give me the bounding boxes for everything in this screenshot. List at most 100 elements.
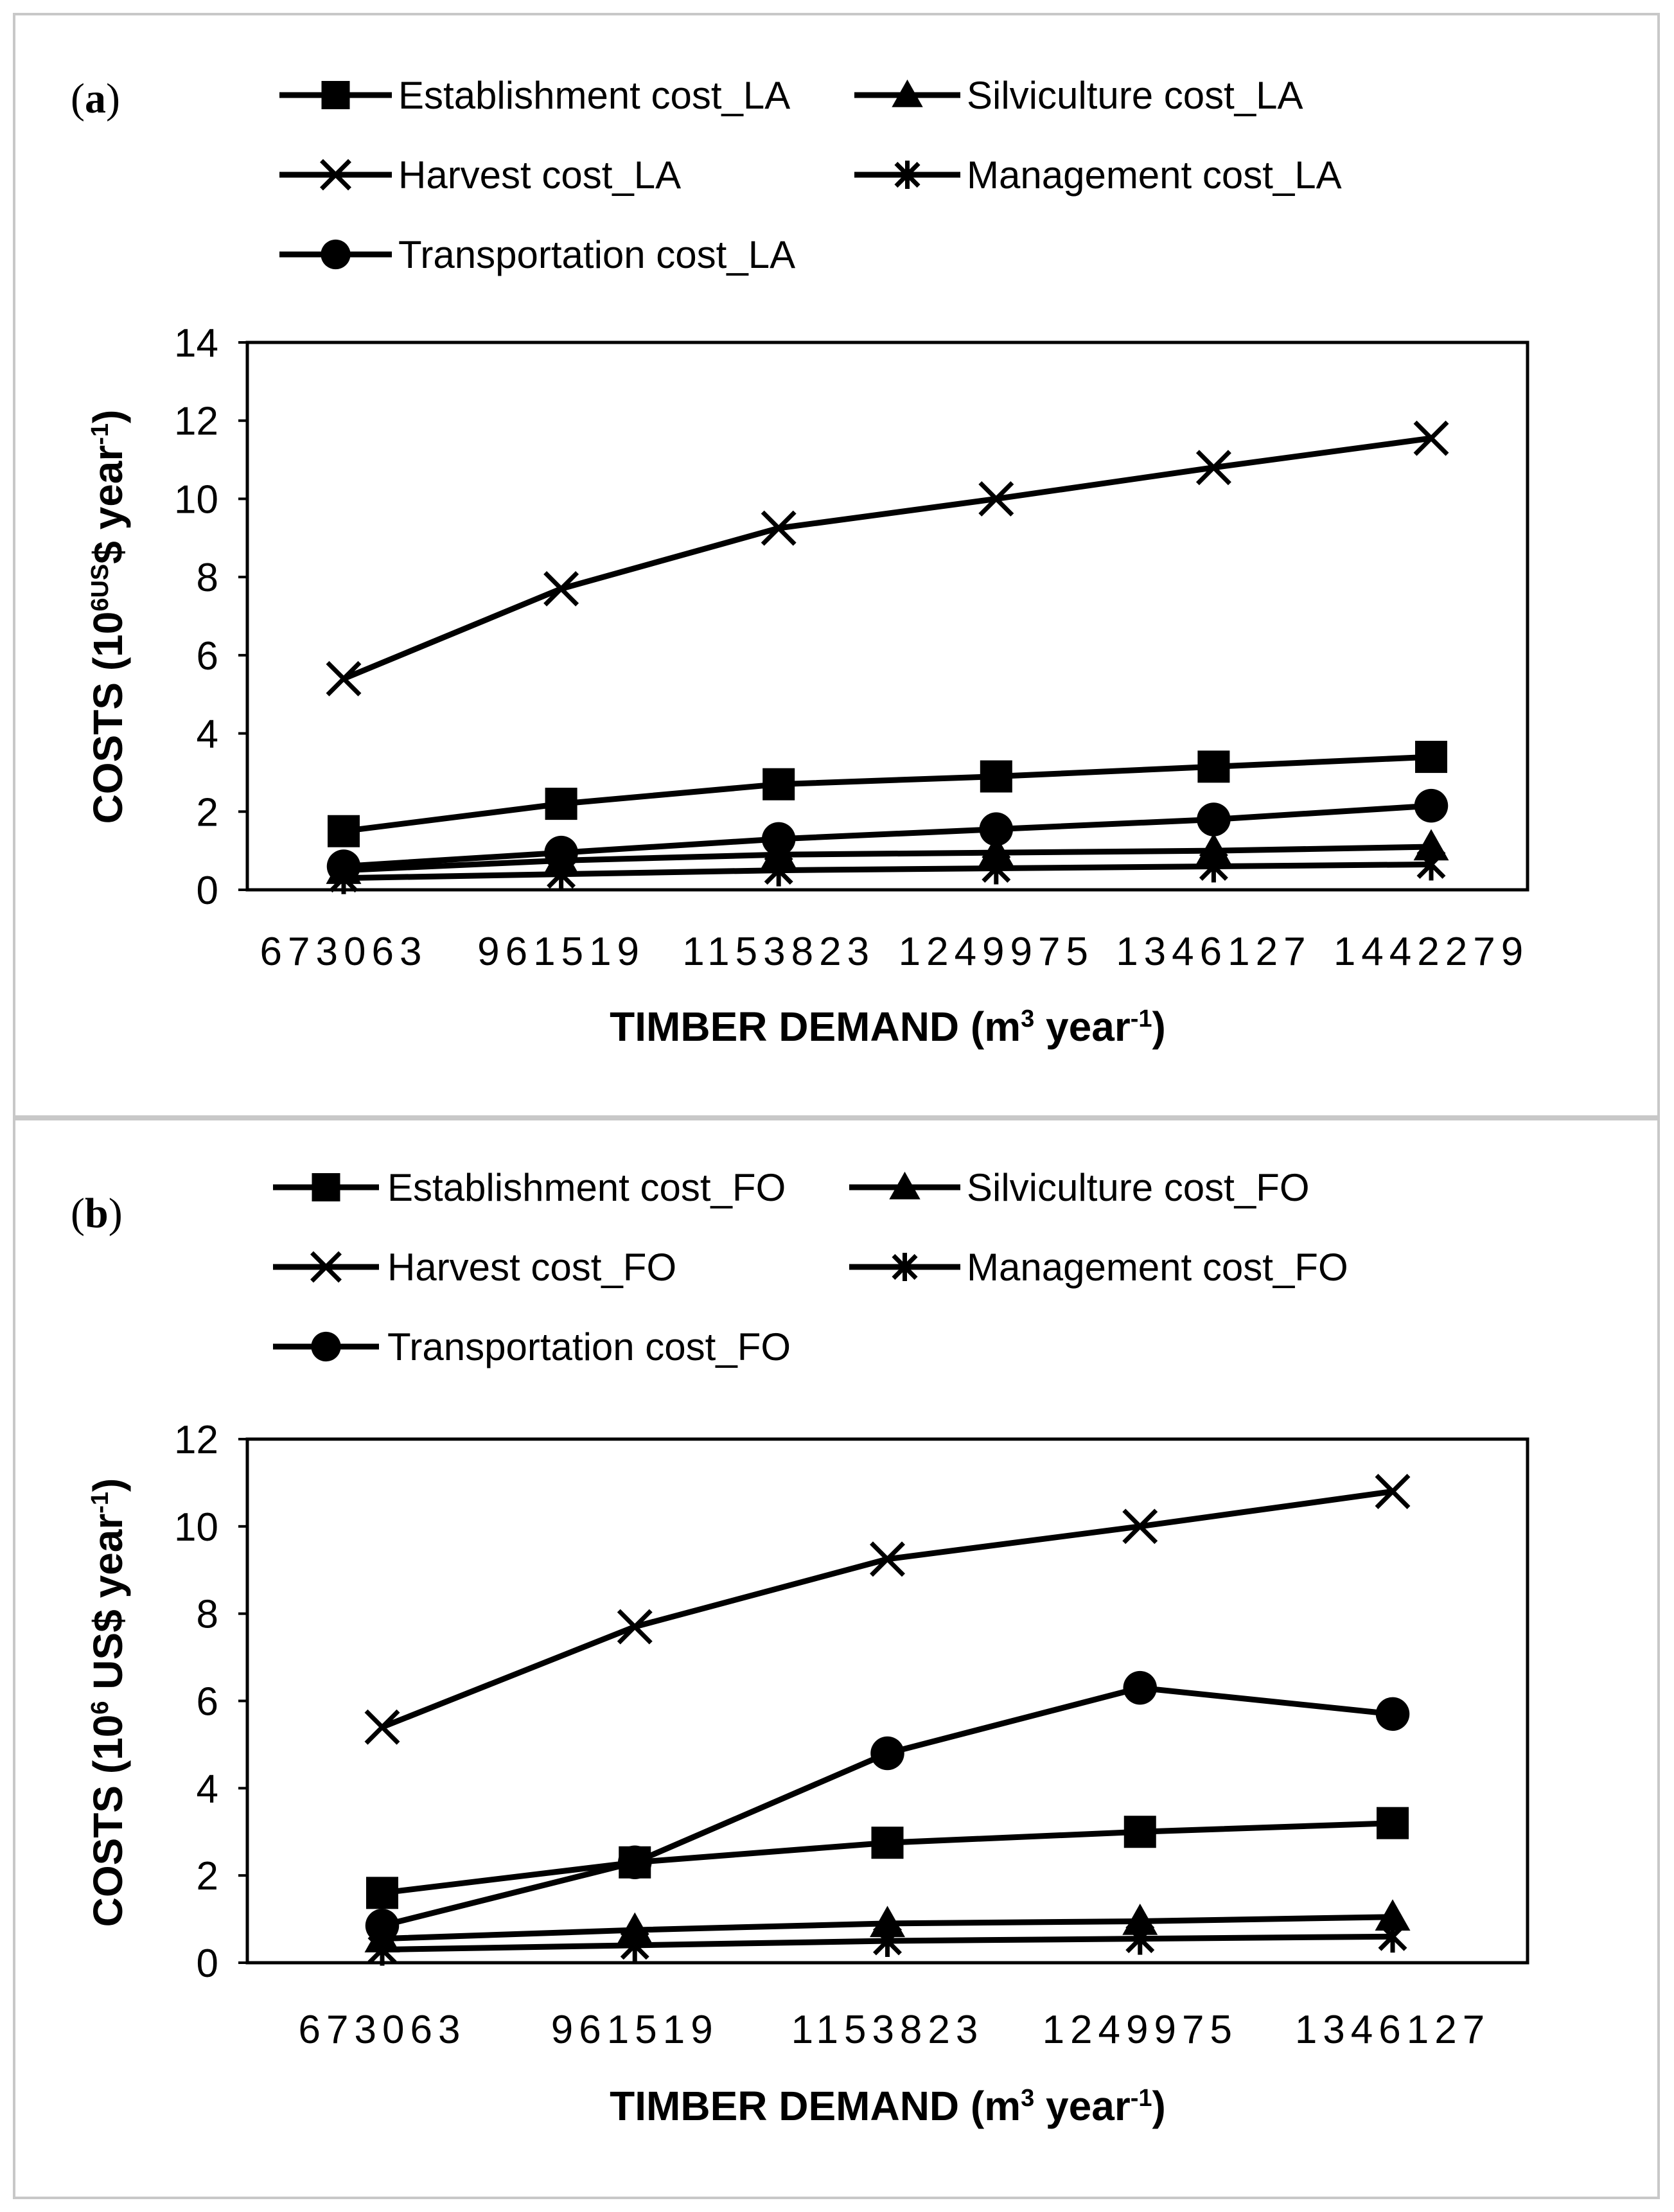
- y-tick-label: 2: [197, 1854, 218, 1898]
- data-point: [326, 660, 362, 696]
- series-line: [343, 802, 1432, 869]
- data-point: [982, 852, 1011, 885]
- y-tick-label: 12: [174, 1418, 218, 1462]
- panel-a: [13, 13, 1660, 1118]
- data-point: [980, 760, 1012, 793]
- data-point: [1122, 1509, 1158, 1544]
- data-point: [761, 822, 796, 856]
- y-tick-label: 12: [174, 400, 218, 444]
- panel-a-legend: Establishment cost_LA Silviculture cost_L…: [279, 74, 1342, 276]
- y-tick-label: 6: [197, 634, 218, 678]
- data-point: [1195, 450, 1231, 486]
- x-tick-label: 961519: [477, 930, 645, 974]
- series-transportation-cost-la: [326, 788, 1449, 883]
- legend-item: Establishment cost_LA: [279, 74, 790, 117]
- y-tick-label: 8: [197, 556, 218, 600]
- data-point: [1123, 1816, 1156, 1848]
- legend-circle-marker: [321, 239, 351, 270]
- data-point: [1375, 1697, 1410, 1731]
- x-tick-label: 1346127: [1295, 2008, 1490, 2052]
- data-point: [1125, 1922, 1155, 1955]
- data-point: [326, 849, 361, 883]
- data-point: [1416, 848, 1446, 881]
- legend-triangle-marker: [889, 1171, 921, 1199]
- data-point: [762, 768, 795, 801]
- x-tick-label: 1442279: [1334, 930, 1529, 974]
- panel-a-plot-area: [245, 341, 1529, 892]
- data-point: [873, 1925, 902, 1958]
- data-point: [761, 510, 797, 546]
- series-line: [342, 435, 1432, 682]
- data-point: [1197, 802, 1231, 836]
- series-line: [343, 754, 1432, 835]
- legend-label: Transportation cost_LA: [398, 233, 795, 276]
- x-tick-label: 1153823: [682, 930, 875, 974]
- data-point: [545, 788, 577, 820]
- legend-x-marker: [310, 1251, 342, 1283]
- data-point: [1377, 1807, 1409, 1839]
- data-point: [365, 1909, 400, 1943]
- data-point: [764, 854, 793, 887]
- data-point: [978, 481, 1014, 517]
- data-point: [1197, 750, 1230, 783]
- legend-label: Management cost_LA: [967, 154, 1342, 197]
- legend-label: Establishment cost_FO: [387, 1166, 786, 1209]
- data-point: [617, 1609, 653, 1645]
- legend-star-marker: [894, 161, 921, 189]
- y-tick-label: 10: [174, 1505, 218, 1550]
- legend-square-marker: [321, 81, 350, 109]
- y-tick-label: 6: [197, 1680, 218, 1724]
- legend-circle-marker: [311, 1331, 341, 1362]
- legend-triangle-marker: [892, 79, 923, 107]
- panel-b: [13, 1118, 1660, 2199]
- legend-item: Transportation cost_FO: [273, 1325, 791, 1368]
- y-tick-label: 2: [197, 790, 218, 835]
- legend-square-marker: [312, 1173, 340, 1201]
- legend-label: Establishment cost_LA: [398, 74, 790, 117]
- legend-item: Harvest cost_FO: [273, 1246, 676, 1289]
- legend-label: Transportation cost_FO: [387, 1325, 791, 1368]
- legend-label: Management cost_FO: [967, 1246, 1348, 1289]
- series-management-cost-fo: [367, 1920, 1407, 1966]
- series-harvest-cost-la: [326, 420, 1449, 696]
- x-tick-label: 1346127: [1116, 930, 1311, 974]
- series-establishment-cost-la: [328, 741, 1447, 847]
- x-tick-label: 1153823: [791, 2008, 984, 2052]
- data-point: [544, 835, 578, 870]
- series-harvest-cost-fo: [364, 1474, 1411, 1745]
- data-point: [1199, 850, 1228, 883]
- data-point: [620, 1929, 649, 1961]
- data-point: [543, 571, 579, 606]
- x-tick-label: 673063: [299, 2008, 466, 2052]
- legend-label: Silviculture cost_LA: [967, 74, 1303, 117]
- data-point: [1413, 420, 1449, 456]
- y-tick-label: 8: [197, 1593, 218, 1637]
- series-line: [343, 844, 1432, 874]
- panel-b-label: (b): [71, 1190, 123, 1237]
- x-tick-label: 1249975: [1043, 2008, 1238, 2052]
- data-point: [1123, 1670, 1157, 1705]
- y-tick-label: 0: [197, 869, 218, 913]
- x-tick-label: 673063: [260, 930, 428, 974]
- series-line: [343, 861, 1432, 881]
- x-tick-label: 1249975: [899, 930, 1094, 974]
- series-establishment-cost-fo: [366, 1807, 1409, 1909]
- data-point: [1375, 1899, 1411, 1931]
- series-transportation-cost-fo: [365, 1670, 1410, 1943]
- y-tick-label: 4: [197, 712, 218, 757]
- legend-item: Silviculture cost_FO: [849, 1166, 1310, 1209]
- legend-item: Establishment cost_FO: [273, 1166, 786, 1209]
- data-point: [979, 812, 1014, 846]
- y-tick-label: 0: [197, 1942, 218, 1986]
- series-line: [381, 1685, 1393, 1929]
- panel-b-y-axis-title: COSTS (106 US$ year-1): [85, 1478, 131, 1927]
- data-point: [1415, 741, 1447, 774]
- y-tick-label: 14: [174, 321, 218, 366]
- legend-item: Harvest cost_LA: [279, 154, 681, 197]
- legend-item: Transportation cost_LA: [279, 233, 795, 276]
- data-point: [871, 1827, 904, 1859]
- data-point: [328, 815, 360, 847]
- data-point: [1378, 1920, 1407, 1953]
- panel-a-label: (a): [71, 75, 120, 122]
